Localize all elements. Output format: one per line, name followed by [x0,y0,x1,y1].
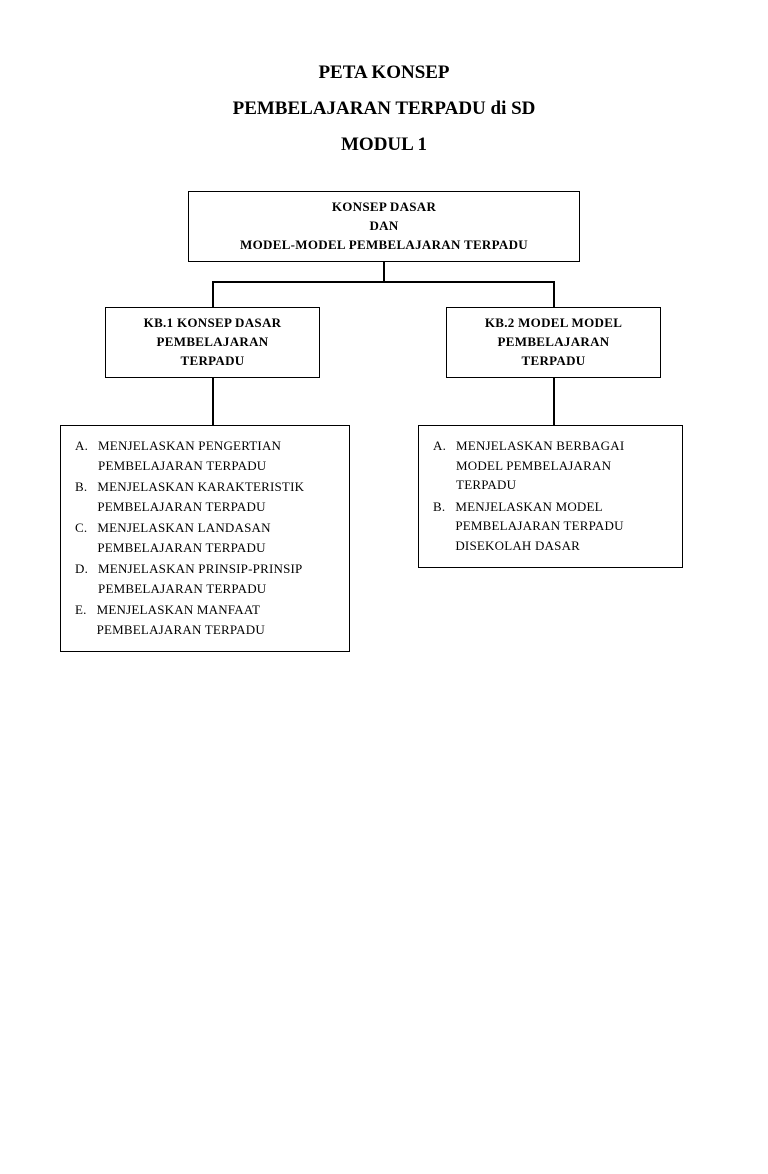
list-item-text: MENJELASKAN BERBAGAI MODEL PEMBELAJARAN … [456,436,674,495]
list-item: A. MENJELASKAN PENGERTIAN PEMBELAJARAN TE… [75,436,341,475]
connector-hbar [212,281,554,283]
right-header-line-2: PEMBELAJARAN [457,333,650,352]
list-item-label: B. [75,477,87,516]
list-item: E. MENJELASKAN MANFAAT PEMBELAJARAN TERPA… [75,600,341,639]
list-item-label: A. [433,436,446,495]
list-item: A.MENJELASKAN BERBAGAI MODEL PEMBELAJARA… [433,436,674,495]
title-line-2: PEMBELAJARAN TERPADU di SD [60,91,708,127]
right-header-line-1: KB.2 MODEL MODEL [457,314,650,333]
concept-map: KONSEP DASAR DAN MODEL-MODEL PEMBELAJARA… [60,191,708,831]
left-header-line-3: TERPADU [116,352,309,371]
list-item-label: A. [75,436,88,475]
list-item: D. MENJELASKAN PRINSIP-PRINSIP PEMBELAJAR… [75,559,341,598]
root-line-2: DAN [199,217,569,236]
left-header-line-2: PEMBELAJARAN [116,333,309,352]
list-item-text: MENJELASKAN PENGERTIAN PEMBELAJARAN TERP… [98,436,341,475]
left-header-line-1: KB.1 KONSEP DASAR [116,314,309,333]
list-item-text: MENJELASKAN LANDASAN PEMBELAJARAN TERPAD… [97,518,341,557]
connector-right-down-1 [553,281,555,307]
title-line-3: MODUL 1 [60,127,708,163]
connector-left-down-1 [212,281,214,307]
right-header-line-3: TERPADU [457,352,650,371]
title-line-1: PETA KONSEP [60,55,708,91]
list-item: B.MENJELASKAN MODEL PEMBELAJARAN TERPADU… [433,497,674,556]
list-item-text: MENJELASKAN MODEL PEMBELAJARAN TERPADU D… [455,497,674,556]
list-item: B. MENJELASKAN KARAKTERISTIK PEMBELAJARAN… [75,477,341,516]
page-title: PETA KONSEP PEMBELAJARAN TERPADU di SD M… [60,55,708,163]
list-item-text: MENJELASKAN PRINSIP-PRINSIP PEMBELAJARAN… [98,559,341,598]
right-branch-header: KB.2 MODEL MODEL PEMBELAJARAN TERPADU [446,307,661,378]
list-item-label: C. [75,518,87,557]
root-line-1: KONSEP DASAR [199,198,569,217]
list-item-label: D. [75,559,88,598]
root-node: KONSEP DASAR DAN MODEL-MODEL PEMBELAJARA… [188,191,580,262]
right-branch-items: A.MENJELASKAN BERBAGAI MODEL PEMBELAJARA… [418,425,683,568]
list-item: C. MENJELASKAN LANDASAN PEMBELAJARAN TERP… [75,518,341,557]
root-line-3: MODEL-MODEL PEMBELAJARAN TERPADU [199,236,569,255]
left-branch-items: A. MENJELASKAN PENGERTIAN PEMBELAJARAN TE… [60,425,350,652]
list-item-label: E. [75,600,87,639]
left-branch-header: KB.1 KONSEP DASAR PEMBELAJARAN TERPADU [105,307,320,378]
list-item-label: B. [433,497,445,556]
list-item-text: MENJELASKAN KARAKTERISTIK PEMBELAJARAN T… [97,477,341,516]
list-item-text: MENJELASKAN MANFAAT PEMBELAJARAN TERPADU [97,600,341,639]
